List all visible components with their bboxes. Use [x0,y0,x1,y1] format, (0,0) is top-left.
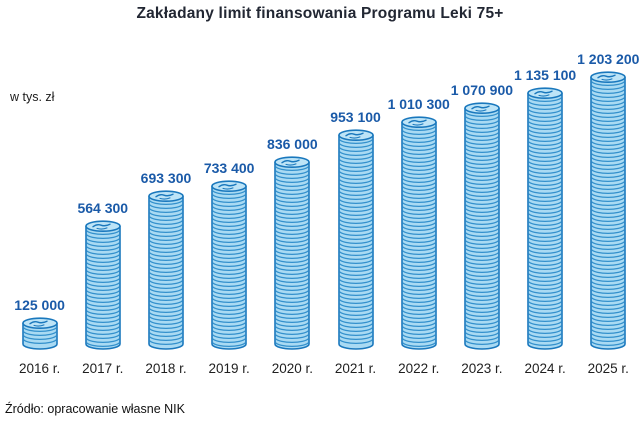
chart-column: 125 000 2016 r. [8,298,71,378]
coin-stack-graphic [590,71,627,350]
x-axis-tick-label: 2019 r. [208,361,250,376]
chart-area: 125 000 2016 r. 564 300 2017 r. 693 300 2018 … [8,45,640,378]
coin-stack-graphic [84,220,121,350]
coin-stack-graphic [527,87,563,350]
coin-stack-graphic [400,116,437,350]
coin-stack-bar [525,87,565,351]
coin-stack-graphic [464,102,500,350]
coin-stack-graphic [21,317,58,350]
chart-column: 693 300 2018 r. [134,171,197,378]
chart-column: 953 100 2021 r. [324,110,387,378]
source-note: Źródło: opracowanie własne NIK [5,402,185,416]
coin-stack-bar [20,317,60,351]
coin-stack-bar [146,190,186,351]
chart-title: Zakładany limit finansowania Programu Le… [136,5,504,22]
x-axis-tick-label: 2021 r. [334,361,377,376]
coin-stack-graphic [211,180,247,350]
coin-stack-graphic [148,190,184,350]
coin-stack-bar [83,220,123,351]
chart-column: 1 203 200 2025 r. [577,52,640,378]
chart-column: 1 010 300 2022 r. [387,97,450,378]
bar-value-label: 125 000 [14,297,65,313]
coin-stack-bar [336,129,376,351]
coin-stack-bar [272,156,312,351]
coin-stack-bar [588,71,628,351]
bar-value-label: 836 000 [267,136,318,152]
chart-column: 1 135 100 2024 r. [514,68,577,378]
chart-column: 733 400 2019 r. [198,161,261,378]
bar-value-label: 733 400 [203,160,255,176]
coin-stack-graphic [337,129,374,350]
bar-value-label: 564 300 [77,200,129,216]
x-axis-tick-label: 2023 r. [461,361,503,376]
bar-value-label: 1 010 300 [387,96,450,112]
x-axis-tick-label: 2017 r. [82,361,124,376]
coin-stack-bar [209,180,249,351]
coin-stack-bar [462,102,502,351]
y-axis-unit-label: w tys. zł [10,90,55,104]
bar-value-label: 1 203 200 [577,51,640,67]
x-axis-tick-label: 2018 r. [145,361,187,376]
chart-column: 1 070 900 2023 r. [450,83,513,378]
chart-column: 564 300 2017 r. [71,201,134,378]
x-axis-tick-label: 2024 r. [524,361,566,376]
bar-value-label: 1 070 900 [450,82,514,98]
x-axis-tick-label: 2025 r. [587,361,629,376]
bar-value-label: 953 100 [330,109,381,125]
bar-value-label: 693 300 [140,170,192,186]
x-axis-tick-label: 2022 r. [398,361,440,376]
coin-stack-bar [399,116,439,351]
coin-stack-graphic [274,156,311,350]
x-axis-tick-label: 2016 r. [18,361,61,376]
x-axis-tick-label: 2020 r. [271,361,313,376]
bar-value-label: 1 135 100 [513,67,577,83]
chart-column: 836 000 2020 r. [261,137,324,378]
